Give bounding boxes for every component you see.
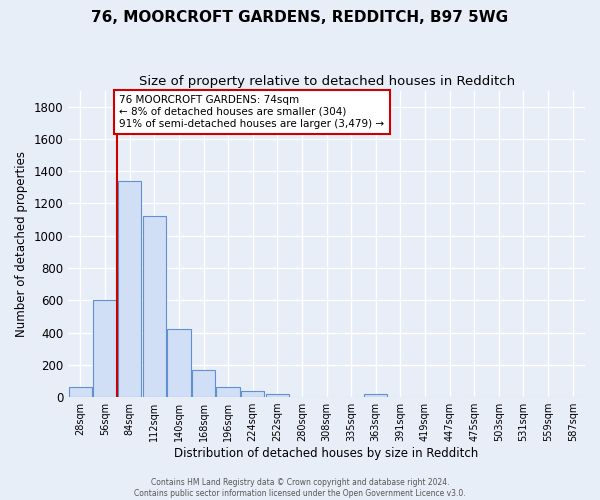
- Bar: [241, 390, 265, 397]
- Title: Size of property relative to detached houses in Redditch: Size of property relative to detached ho…: [139, 75, 515, 88]
- Text: Contains HM Land Registry data © Crown copyright and database right 2024.
Contai: Contains HM Land Registry data © Crown c…: [134, 478, 466, 498]
- Bar: [217, 386, 240, 397]
- Y-axis label: Number of detached properties: Number of detached properties: [15, 151, 28, 337]
- Text: 76, MOORCROFT GARDENS, REDDITCH, B97 5WG: 76, MOORCROFT GARDENS, REDDITCH, B97 5WG: [91, 10, 509, 25]
- Text: 76 MOORCROFT GARDENS: 74sqm
← 8% of detached houses are smaller (304)
91% of sem: 76 MOORCROFT GARDENS: 74sqm ← 8% of deta…: [119, 96, 385, 128]
- X-axis label: Distribution of detached houses by size in Redditch: Distribution of detached houses by size …: [175, 447, 479, 460]
- Bar: [94, 300, 117, 397]
- Bar: [143, 216, 166, 397]
- Bar: [266, 394, 289, 397]
- Bar: [364, 394, 388, 397]
- Bar: [118, 181, 142, 397]
- Bar: [167, 330, 191, 397]
- Bar: [69, 388, 92, 397]
- Bar: [192, 370, 215, 397]
